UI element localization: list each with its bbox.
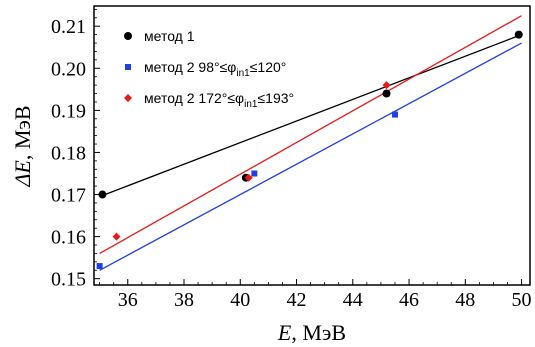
x-tick-label: 46 [399,289,419,311]
y-tick-label: 0.19 [51,100,86,122]
fit-lines [99,15,522,271]
y-tick-label: 0.20 [51,58,86,80]
legend-marker [125,64,131,70]
legend-label: метод 2 98°≤φin1≤120° [144,59,286,79]
y-tick-label: 0.15 [51,269,86,291]
x-axis-label: E, МэВ [277,320,346,345]
plot-frame [93,5,531,286]
y-tick-label: 0.18 [51,142,86,164]
data-point [112,232,121,241]
y-tick-label: 0.21 [51,16,86,38]
legend-marker [124,94,132,102]
y-tick-label: 0.17 [51,185,86,207]
data-point [382,89,391,98]
data-points [96,30,523,270]
x-tick-label: 36 [118,289,138,311]
data-point [96,263,103,270]
y-axis: 0.15 0.16 0.17 0.18 0.19 0.20 0.21 [51,8,100,291]
x-tick-label: 38 [174,289,194,311]
fit-line [99,42,522,271]
x-tick-label: 50 [512,289,532,311]
x-tick-label: 44 [343,289,363,311]
data-point [382,81,391,90]
y-tick-label: 0.16 [51,227,86,249]
legend-marker [124,32,132,40]
x-tick-label: 42 [287,289,307,311]
y-axis-label: ΔE, МэВ [10,105,35,187]
data-point [391,111,398,118]
fit-line [99,15,522,255]
data-point [251,170,258,177]
x-tick-label: 48 [455,289,475,311]
x-tick-label: 40 [230,289,250,311]
fit-line [99,34,522,198]
legend-label: метод 1 [144,28,195,44]
data-point [98,190,107,199]
x-axis: 36 38 40 42 44 46 48 50 [99,279,532,311]
legend: метод 1 метод 2 98°≤φin1≤120° метод 2 172°… [124,28,294,110]
legend-label: метод 2 172°≤φin1≤193° [144,90,294,110]
data-point [514,30,523,39]
data-point [244,173,253,182]
